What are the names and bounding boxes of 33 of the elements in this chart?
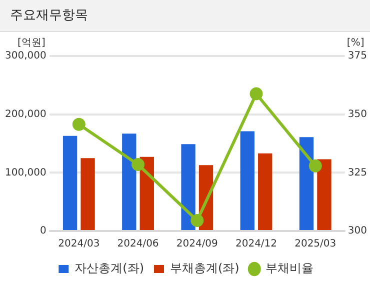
y2-tick-label: 325 bbox=[348, 167, 368, 178]
point bbox=[132, 158, 145, 171]
y-tick-label: 100,000 bbox=[4, 167, 46, 178]
bar bbox=[258, 153, 272, 230]
y-tick-label: 200,000 bbox=[4, 108, 46, 120]
y2-tick-label: 350 bbox=[348, 108, 368, 120]
y2-tick-label: 300 bbox=[348, 226, 368, 237]
point bbox=[250, 87, 263, 100]
x-tick-label: 2024/03 bbox=[58, 238, 100, 250]
legend-label: 부채총계(좌) bbox=[170, 261, 240, 276]
y2-axis-title: [%] bbox=[346, 38, 364, 49]
bar bbox=[62, 136, 78, 230]
x-tick-label: 2024/06 bbox=[117, 238, 159, 250]
bar bbox=[181, 144, 196, 230]
point bbox=[190, 214, 204, 227]
bar bbox=[80, 158, 95, 230]
bar bbox=[240, 131, 254, 230]
point bbox=[308, 159, 322, 172]
point bbox=[72, 118, 86, 131]
y-tick-label: 0 bbox=[40, 226, 46, 237]
bar bbox=[140, 156, 154, 230]
x-tick-label: 2025/03 bbox=[294, 238, 336, 250]
y-tick-label: 300,000 bbox=[4, 50, 46, 62]
bar bbox=[299, 137, 314, 230]
y-axis-title: [억원] bbox=[18, 38, 46, 49]
bar bbox=[317, 159, 332, 230]
legend-label: 부채비율 bbox=[265, 261, 314, 276]
chart-title: 주요재무항목 bbox=[0, 0, 370, 32]
bar bbox=[122, 134, 136, 230]
x-tick-label: 2024/12 bbox=[235, 238, 278, 250]
y2-tick-label: 375 bbox=[348, 50, 368, 62]
x-tick-label: 2024/09 bbox=[176, 238, 218, 250]
legend-label: 자산총계(좌) bbox=[74, 261, 144, 276]
